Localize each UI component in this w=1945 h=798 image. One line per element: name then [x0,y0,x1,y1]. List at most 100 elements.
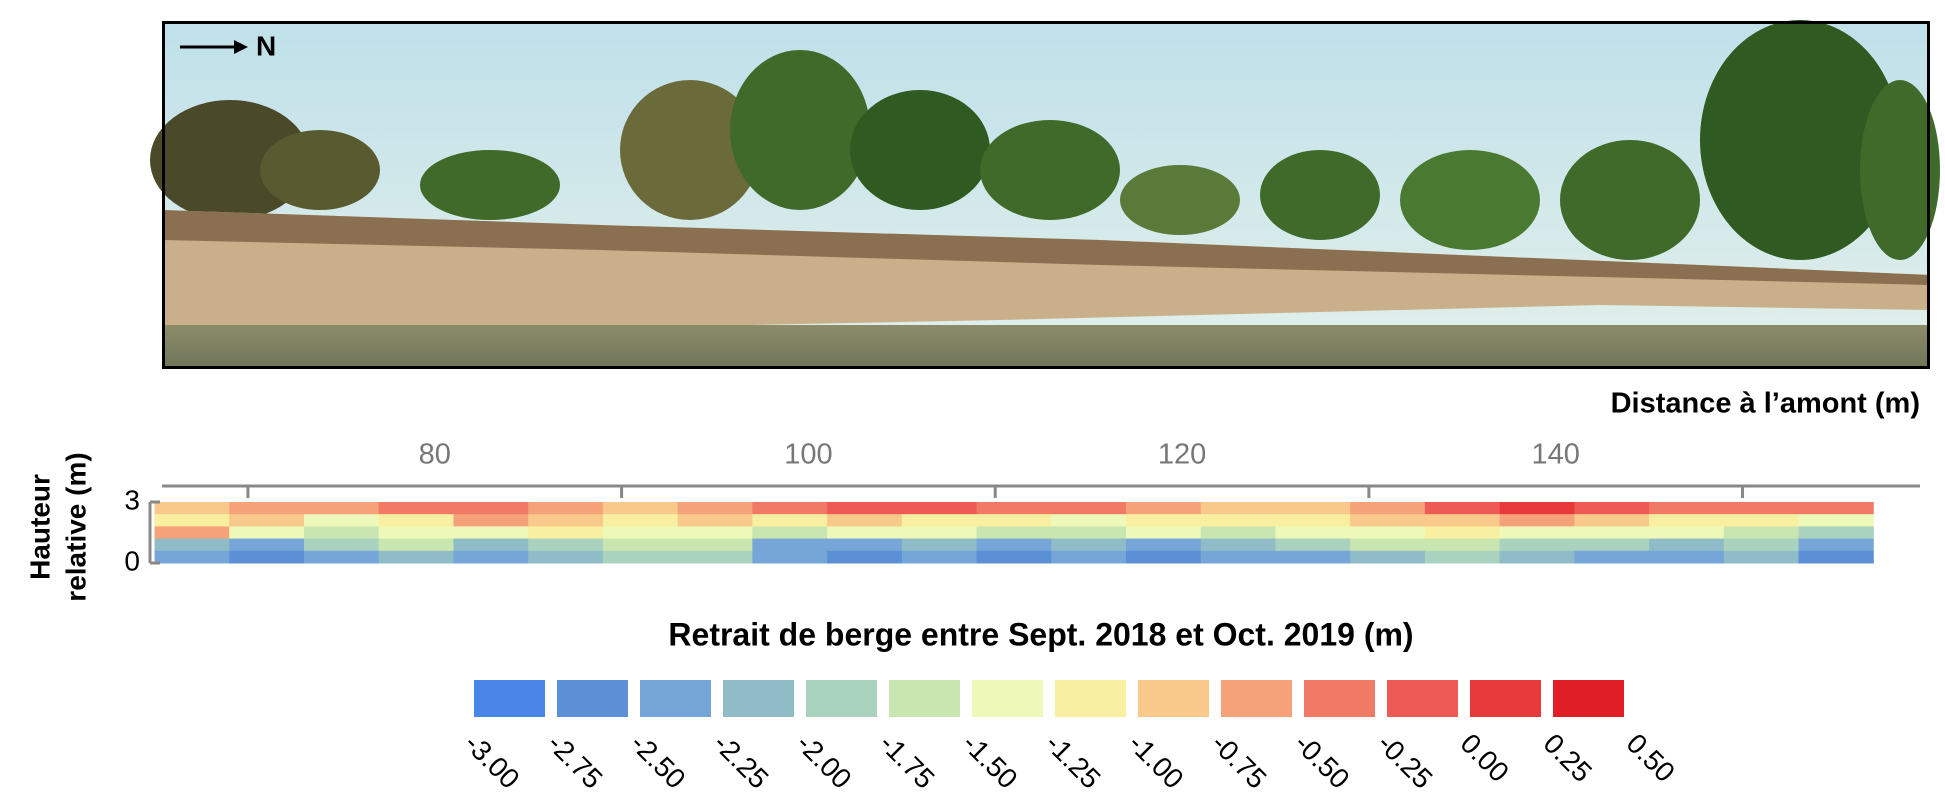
heatmap-cell [1350,538,1426,552]
heatmap-cell [528,502,604,515]
heatmap-cell [1574,550,1650,564]
heatmap-cell [303,526,380,540]
heatmap-cell [1051,514,1127,527]
heatmap-cell [1126,514,1202,527]
heatmap-cell [602,526,679,540]
heatmap-cell [1574,514,1650,527]
heatmap-cell [1200,502,1276,515]
heatmap-cell [1200,526,1276,540]
heatmap-cell [303,538,380,552]
legend-label: -1.75 [874,728,941,795]
heatmap-cell [901,526,978,540]
heatmap-cell [1350,526,1426,540]
heatmap-cell [752,526,828,540]
legend-label: -2.75 [542,728,609,795]
heatmap-cell [1499,502,1575,515]
legend-swatch [972,680,1043,717]
legend-swatch [1553,680,1624,717]
heatmap-cell [154,538,230,552]
y-axis-title: Hauteur [24,474,55,580]
legend-swatch [723,680,794,717]
heatmap-cell [1649,538,1725,552]
heatmap-cell [976,538,1052,552]
heatmap-cell [677,502,753,515]
heatmap-cell [1126,502,1202,515]
heatmap-cell [827,526,903,540]
heatmap-cell [976,502,1052,515]
heatmap-cell [1051,502,1127,515]
heatmap-cell [1574,502,1650,515]
heatmap-cell [378,550,454,564]
heatmap-cell [1126,538,1202,552]
heatmap-cell [901,502,978,515]
heatmap-cell [1424,502,1501,515]
heatmap-cell [602,502,679,515]
heatmap-cell [1574,526,1650,540]
heatmap-cell [1051,550,1127,564]
heatmap-cell [1798,526,1874,540]
heatmap-cell [528,526,604,540]
legend-swatch [1304,680,1375,717]
legend-label: -3.00 [459,728,526,795]
legend-swatch [889,680,960,717]
heatmap-cell [453,514,529,527]
heatmap-cell [453,526,529,540]
heatmap-cell [1126,526,1202,540]
legend-label: 0.25 [1538,728,1598,788]
legend-label: -2.25 [708,728,775,795]
heatmap-cell [1723,514,1800,527]
heatmap-cell [1574,538,1650,552]
legend-swatch [1055,680,1126,717]
legend-swatch [640,680,711,717]
heatmap-cell [1200,550,1276,564]
heatmap-cell [453,550,529,564]
heatmap-cell [752,538,828,552]
legend-label: -1.50 [957,728,1024,795]
heatmap-cell [1798,550,1874,564]
heatmap-cell [528,514,604,527]
heatmap-cell [229,538,305,552]
heatmap-cell [1200,514,1276,527]
legend-label: -2.50 [625,728,692,795]
photo-water [162,325,1930,369]
heatmap-cell [602,514,679,527]
heatmap-cell [1275,550,1351,564]
x-tick-label: 120 [1158,439,1206,471]
legend-label: -0.50 [1289,728,1356,795]
heatmap-cell [528,538,604,552]
heatmap-cell [1723,550,1800,564]
heatmap-cell [827,514,903,527]
heatmap-cell [1798,502,1874,515]
heatmap-cell [1649,502,1725,515]
legend-swatch [1221,680,1292,717]
heatmap-cell [453,538,529,552]
legend-swatch [806,680,877,717]
photo-frame [162,21,1930,369]
x-axis-title: Distance à l’amont (m) [1611,388,1920,420]
heatmap-cell [976,514,1052,527]
legend-label: 0.50 [1621,728,1681,788]
y-tick-label: 3 [124,484,140,515]
heatmap-cell [976,550,1052,564]
heatmap-cell [1350,514,1426,527]
y-axis-title: relative (m) [60,452,91,601]
photo: N [150,20,1940,369]
heatmap-cell [677,514,753,527]
heatmap-cell [677,526,753,540]
x-tick-label: 80 [419,439,451,471]
heatmap-cell [1723,502,1800,515]
heatmap-cell [1649,550,1725,564]
heatmap-cell [1723,526,1800,540]
legend-label: -0.75 [1206,728,1273,795]
legend-label: -2.00 [791,728,858,795]
north-arrow-head [234,40,248,54]
heatmap-cell [1798,514,1874,527]
heatmap-cell [901,538,978,552]
heatmap-cell [1424,514,1501,527]
heatmap-cell [901,550,978,564]
heatmap-cell [229,502,305,515]
heatmap-cell [1350,502,1426,515]
heatmap-cell [976,526,1052,540]
heatmap-cell [1424,526,1501,540]
heatmap-cell [1499,514,1575,527]
